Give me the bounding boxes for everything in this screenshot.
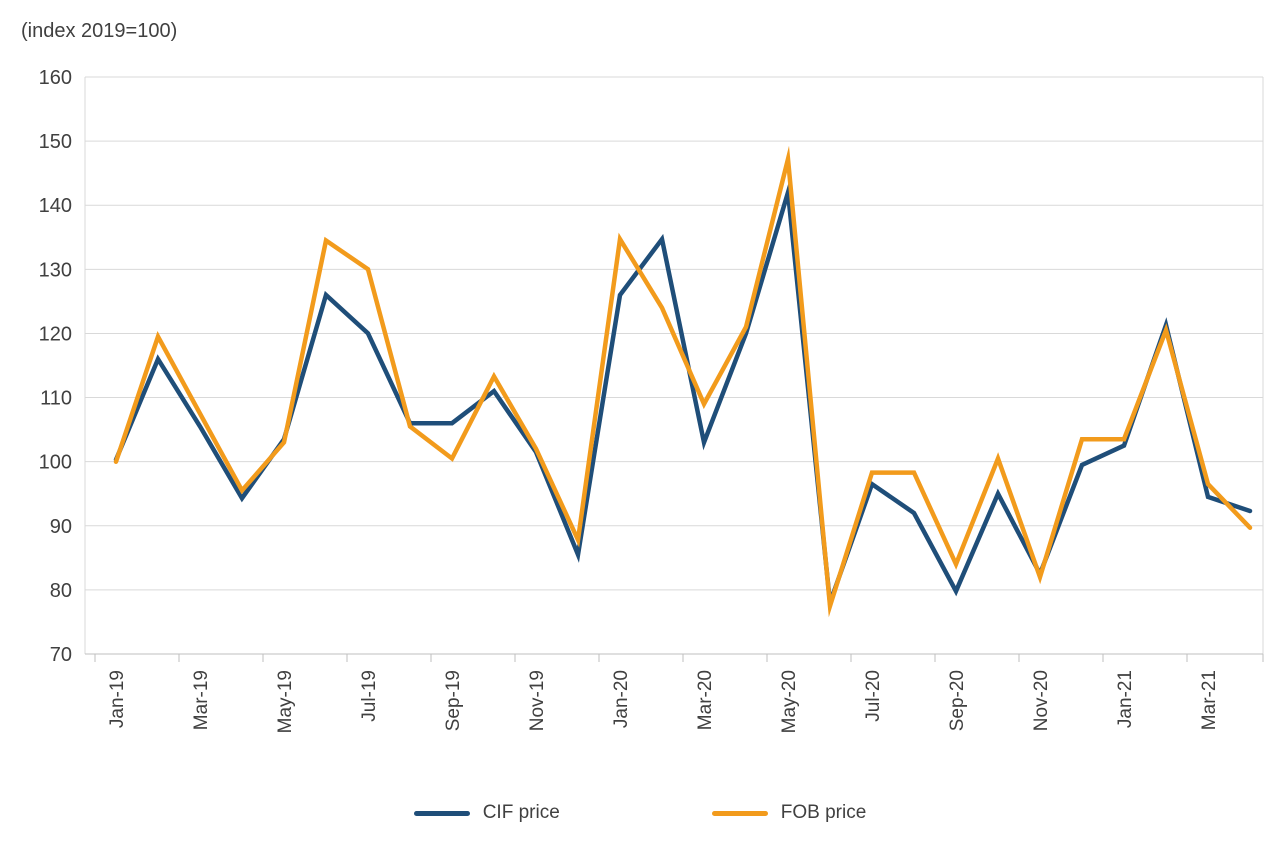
x-axis-tick-label: Mar-19: [191, 670, 212, 730]
y-axis-tick-label: 110: [40, 388, 72, 410]
fob-line-swatch-icon: [711, 810, 768, 816]
x-axis-tick-label: May-20: [779, 670, 800, 733]
chart-legend: CIF price FOB price: [0, 796, 1280, 830]
x-axis-tick-label: Nov-19: [527, 670, 548, 731]
x-axis-tick-label: Sep-20: [947, 670, 968, 731]
line-chart: 70 80 90 100 110 120 130 140 150 160 Jan-19 Mar-19 M…: [39, 67, 1264, 733]
y-axis-tick-label: 130: [39, 259, 72, 281]
chart-title: (index 2019=100): [21, 20, 178, 42]
legend-item-fob: FOB price: [711, 802, 867, 824]
x-axis-tick-label: Sep-19: [443, 670, 464, 731]
legend-label-cif: CIF price: [482, 802, 560, 823]
x-axis-tick-label: Mar-20: [695, 670, 716, 730]
x-axis-tick-label: Mar-21: [1199, 670, 1220, 730]
x-axis-tick-label: Jan-20: [611, 670, 632, 728]
y-axis-tick-label: 80: [50, 580, 72, 602]
x-axis-tick-label: Jan-21: [1115, 670, 1136, 728]
x-axis-tick-label: May-19: [275, 670, 296, 733]
legend-item-cif: CIF price: [413, 802, 560, 824]
x-axis-tick-label: Jul-20: [863, 670, 884, 722]
y-axis-tick-label: 100: [39, 452, 72, 474]
y-axis-tick-label: 70: [50, 644, 72, 666]
x-axis-tick-label: Jul-19: [359, 670, 380, 722]
y-axis-tick-label: 90: [50, 516, 72, 538]
y-axis-tick-label: 120: [39, 323, 72, 345]
cif-price-line: [113, 180, 1253, 613]
y-axis-tick-label: 160: [39, 67, 72, 89]
x-axis-tick-label: Jan-19: [107, 670, 128, 728]
legend-label-fob: FOB price: [780, 802, 867, 823]
x-axis-tick-label: Nov-20: [1031, 670, 1052, 731]
cif-line-swatch-icon: [413, 810, 470, 816]
fob-price-line: [113, 145, 1253, 618]
y-axis-tick-label: 140: [39, 195, 72, 217]
y-axis-tick-label: 150: [39, 131, 72, 153]
